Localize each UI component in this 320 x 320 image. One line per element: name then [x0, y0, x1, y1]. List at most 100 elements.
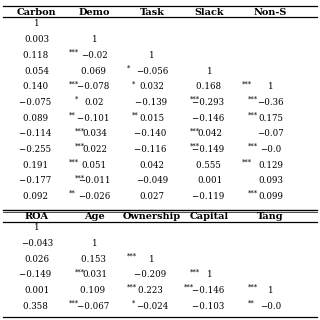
Text: ***: ***	[190, 268, 200, 276]
Text: −0.026: −0.026	[78, 192, 110, 201]
Text: 0.032: 0.032	[140, 82, 164, 91]
Text: 0.042: 0.042	[197, 129, 222, 138]
Text: Non-S: Non-S	[254, 8, 287, 17]
Text: 0.022: 0.022	[82, 145, 107, 154]
Text: *: *	[75, 96, 78, 104]
Text: 1: 1	[268, 82, 273, 91]
Text: −0.0: −0.0	[260, 302, 281, 311]
Text: 0.042: 0.042	[140, 161, 164, 170]
Text: **: **	[132, 111, 139, 119]
Text: 1: 1	[207, 67, 212, 76]
Text: −0.07: −0.07	[257, 129, 284, 138]
Text: 0.02: 0.02	[85, 98, 104, 107]
Text: Demo: Demo	[79, 8, 110, 17]
Text: ***: ***	[75, 127, 85, 135]
Text: Age: Age	[84, 212, 105, 221]
Text: −0.116: −0.116	[134, 145, 170, 154]
Text: Carbon: Carbon	[17, 8, 57, 17]
Text: −0.119: −0.119	[192, 192, 227, 201]
Text: 1: 1	[34, 223, 40, 232]
Text: −0.049: −0.049	[136, 176, 168, 185]
Text: 0.223: 0.223	[138, 286, 166, 295]
Text: 0.191: 0.191	[23, 161, 51, 170]
Text: 0.168: 0.168	[196, 82, 224, 91]
Text: 0.003: 0.003	[24, 35, 49, 44]
Text: 0.358: 0.358	[23, 302, 51, 311]
Text: −0.075: −0.075	[19, 98, 54, 107]
Text: 0.026: 0.026	[24, 255, 49, 264]
Text: 0.153: 0.153	[81, 255, 108, 264]
Text: Slack: Slack	[195, 8, 224, 17]
Text: 1: 1	[268, 286, 273, 295]
Text: ***: ***	[126, 284, 137, 292]
Text: 1: 1	[92, 35, 97, 44]
Text: −0.02: −0.02	[81, 51, 108, 60]
Text: 0.069: 0.069	[81, 67, 108, 76]
Text: −0.056: −0.056	[136, 67, 168, 76]
Text: ***: ***	[126, 253, 137, 260]
Text: 0.118: 0.118	[23, 51, 51, 60]
Text: −0.209: −0.209	[134, 270, 170, 279]
Text: 0.093: 0.093	[258, 176, 283, 185]
Text: 0.092: 0.092	[23, 192, 51, 201]
Text: −0.067: −0.067	[77, 302, 112, 311]
Text: −0.078: −0.078	[77, 82, 112, 91]
Text: −0.177: −0.177	[19, 176, 54, 185]
Text: 0.140: 0.140	[23, 82, 51, 91]
Text: 0.099: 0.099	[258, 192, 283, 201]
Text: ***: ***	[75, 268, 85, 276]
Text: 0.001: 0.001	[197, 176, 222, 185]
Text: ***: ***	[69, 80, 79, 88]
Text: **: **	[247, 300, 254, 308]
Text: −0.103: −0.103	[192, 302, 227, 311]
Text: 1: 1	[149, 255, 155, 264]
Text: ***: ***	[69, 300, 79, 308]
Text: −0.114: −0.114	[19, 129, 54, 138]
Text: ***: ***	[69, 49, 79, 57]
Text: ***: ***	[184, 284, 194, 292]
Text: −0.043: −0.043	[21, 239, 53, 248]
Text: ***: ***	[247, 143, 258, 151]
Text: 1: 1	[149, 51, 155, 60]
Text: ROA: ROA	[25, 212, 49, 221]
Text: ***: ***	[247, 190, 258, 198]
Text: **: **	[69, 190, 76, 198]
Text: −0.139: −0.139	[135, 98, 169, 107]
Text: ***: ***	[247, 96, 258, 104]
Text: −0.146: −0.146	[192, 286, 227, 295]
Text: 0.555: 0.555	[196, 161, 223, 170]
Text: −0.101: −0.101	[77, 114, 112, 123]
Text: 0.031: 0.031	[82, 270, 107, 279]
Text: ***: ***	[75, 174, 85, 182]
Text: 1: 1	[92, 239, 97, 248]
Text: −0.024: −0.024	[136, 302, 168, 311]
Text: 0.129: 0.129	[258, 161, 283, 170]
Text: −0.146: −0.146	[192, 114, 227, 123]
Text: −0.255: −0.255	[20, 145, 54, 154]
Text: −0.011: −0.011	[78, 176, 111, 185]
Text: **: **	[69, 111, 76, 119]
Text: 0.015: 0.015	[140, 114, 164, 123]
Text: 0.054: 0.054	[24, 67, 49, 76]
Text: *: *	[126, 64, 130, 72]
Text: Tang: Tang	[257, 212, 284, 221]
Text: 0.001: 0.001	[24, 286, 49, 295]
Text: −0.36: −0.36	[257, 98, 284, 107]
Text: 0.034: 0.034	[82, 129, 107, 138]
Text: ***: ***	[75, 143, 85, 151]
Text: ***: ***	[242, 158, 252, 166]
Text: 1: 1	[34, 20, 40, 28]
Text: −0.293: −0.293	[192, 98, 227, 107]
Text: 0.089: 0.089	[23, 114, 51, 123]
Text: −0.140: −0.140	[134, 129, 170, 138]
Text: ***: ***	[247, 284, 258, 292]
Text: Task: Task	[140, 8, 164, 17]
Text: ***: ***	[69, 158, 79, 166]
Text: 0.027: 0.027	[140, 192, 164, 201]
Text: ***: ***	[247, 111, 258, 119]
Text: 0.175: 0.175	[258, 114, 283, 123]
Text: *: *	[132, 80, 136, 88]
Text: Ownership: Ownership	[123, 212, 181, 221]
Text: −0.149: −0.149	[19, 270, 54, 279]
Text: ***: ***	[190, 143, 200, 151]
